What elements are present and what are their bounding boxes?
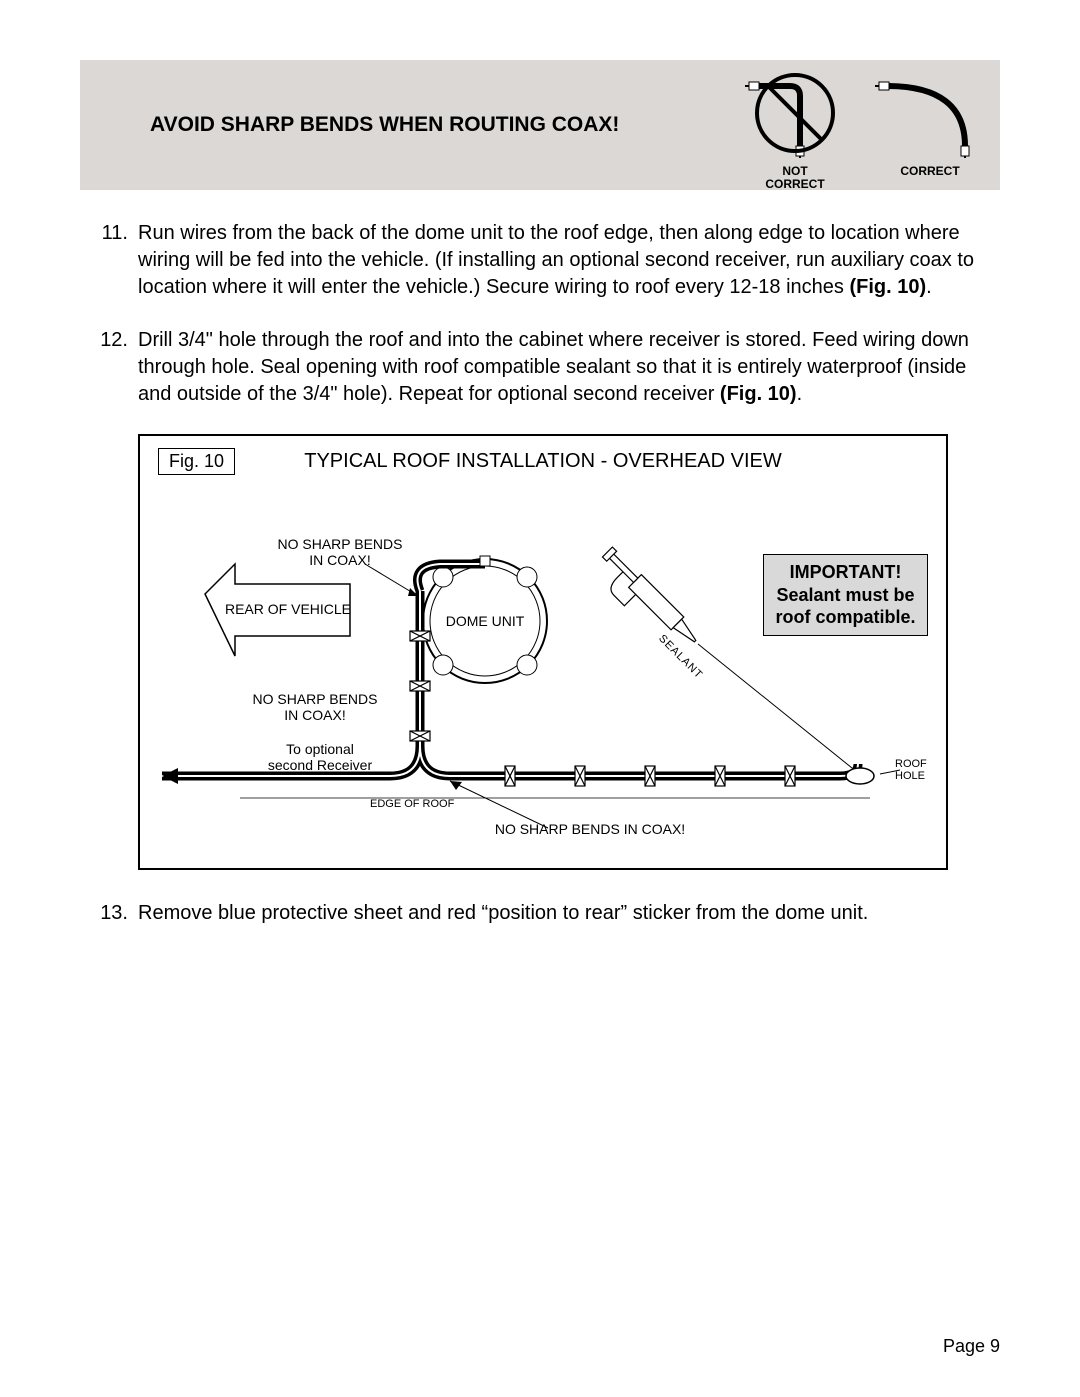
label-dome: DOME UNIT: [440, 613, 530, 629]
step-13: 13. Remove blue protective sheet and red…: [80, 900, 1000, 927]
figure-10: Fig. 10 TYPICAL ROOF INSTALLATION - OVER…: [138, 434, 948, 870]
not-correct-icon: [745, 68, 845, 158]
not-correct-label: NOT CORRECT: [745, 165, 845, 191]
warning-banner: AVOID SHARP BENDS WHEN ROUTING COAX! NOT…: [80, 60, 1000, 190]
correct-label: CORRECT: [875, 165, 985, 178]
label-nosharp-bottom: NO SHARP BENDS IN COAX!: [460, 821, 720, 837]
correct-block: CORRECT: [875, 68, 985, 191]
instructions-top: 11. Run wires from the back of the dome …: [80, 220, 1000, 408]
diagram-svg: [140, 436, 946, 868]
label-nosharp-mid: NO SHARP BENDS IN COAX!: [235, 691, 395, 723]
banner-title: AVOID SHARP BENDS WHEN ROUTING COAX!: [150, 113, 619, 137]
correct-icon: [875, 68, 985, 158]
instructions-bottom: 13. Remove blue protective sheet and red…: [80, 900, 1000, 927]
page: AVOID SHARP BENDS WHEN ROUTING COAX! NOT…: [0, 0, 1080, 1397]
step-12: 12. Drill 3/4" hole through the roof and…: [80, 327, 1000, 408]
label-rear: REAR OF VEHICLE: [218, 601, 358, 617]
not-correct-block: NOT CORRECT: [745, 68, 845, 191]
banner-icons: NOT CORRECT CORRECT: [745, 68, 985, 191]
label-optional: To optional second Receiver: [255, 741, 385, 773]
step-11: 11. Run wires from the back of the dome …: [80, 220, 1000, 301]
label-roofhole: ROOF HOLE: [895, 758, 927, 782]
page-number: Page 9: [943, 1336, 1000, 1357]
label-edge: EDGE OF ROOF: [370, 798, 454, 810]
label-nosharp-top: NO SHARP BENDS IN COAX!: [260, 536, 420, 568]
